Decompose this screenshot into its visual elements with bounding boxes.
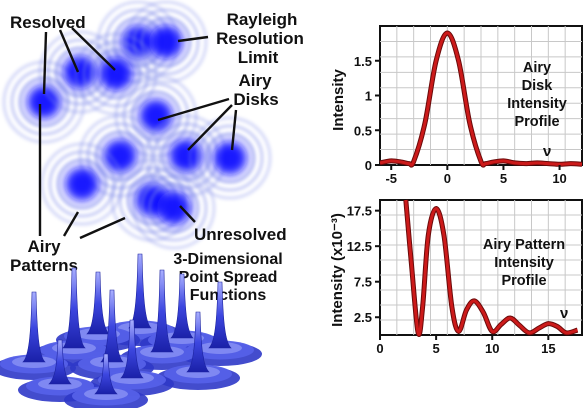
airy-ring <box>140 174 208 242</box>
diagram-labels: Resolved Rayleigh Resolution Limit Airy … <box>10 10 304 304</box>
chart2-y-ticks: 2.5 7.5 12.5 17.5 <box>347 204 380 325</box>
airy-disk-core <box>99 57 133 91</box>
airy-disk-core <box>157 191 191 225</box>
y-tick-label: 7.5 <box>354 275 372 290</box>
psf-peak <box>120 319 144 379</box>
chart1-grid <box>380 26 582 165</box>
psf-label-line3: Functions <box>190 287 267 304</box>
airy-disks-label-line2: Disks <box>233 90 278 109</box>
unresolved-label: Unresolved <box>194 225 287 244</box>
airy-ring <box>188 116 272 200</box>
chart1-nu-marker: ν <box>543 143 551 160</box>
y-tick-label: 0.5 <box>354 123 372 138</box>
y-tick-label: 1 <box>365 89 372 104</box>
x-tick-label: 10 <box>552 171 566 186</box>
airy-ring <box>132 8 200 76</box>
airy-disk-core <box>103 139 137 173</box>
psf-3d-field <box>0 253 262 408</box>
chart1-y-axis-label: Intensity <box>330 69 347 131</box>
airy-disk-field <box>2 0 272 250</box>
airy-disk-core <box>65 167 99 201</box>
airy-ring <box>86 122 154 190</box>
airy-ring <box>90 48 142 100</box>
y-tick-label: 12.5 <box>347 239 372 254</box>
airy-ring <box>40 142 124 226</box>
chart2-y-axis-label: Intensity (x10⁻³) <box>329 213 346 327</box>
airy-disk-profile-chart: -5 0 5 10 0 0.5 1 1.5 Intensity Airy Disk Inte… <box>330 25 583 186</box>
chart2-x-ticks: 0 5 10 15 <box>376 335 556 356</box>
airy-ring <box>132 166 216 250</box>
chart1-series <box>379 30 583 168</box>
chart2-nu-marker: ν <box>560 305 568 322</box>
rayleigh-label-line3: Limit <box>238 48 279 67</box>
airy-ring <box>148 182 200 234</box>
y-tick-label: 1.5 <box>354 54 372 69</box>
chart2-title-line3: Profile <box>501 273 546 289</box>
y-tick-label: 17.5 <box>347 204 372 219</box>
rayleigh-label-line1: Rayleigh <box>227 10 298 29</box>
chart2-title-line1: Airy Pattern <box>483 237 565 253</box>
chart1-x-ticks: -5 0 5 10 <box>385 165 567 186</box>
y-tick-label: 0 <box>365 158 372 173</box>
chart1-title-line1: Airy <box>523 60 551 76</box>
psf-label-line1: 3-Dimensional <box>173 251 282 268</box>
psf-peak <box>208 281 232 349</box>
psf-peak <box>100 289 124 363</box>
psf-peak <box>186 311 210 373</box>
airy-disk-core <box>149 25 183 59</box>
resolved-label: Resolved <box>10 13 86 32</box>
chart1-title-line4: Profile <box>514 114 559 130</box>
psf-peak <box>86 271 110 335</box>
x-tick-label: -5 <box>385 171 397 186</box>
chart1-title-line2: Disk <box>522 78 554 94</box>
airy-disk-core <box>27 85 61 119</box>
rayleigh-label-line2: Resolution <box>216 29 304 48</box>
psf-label-line2: Point Spread <box>179 269 278 286</box>
airy-ring <box>204 132 256 184</box>
x-tick-label: 15 <box>541 341 555 356</box>
series-line <box>379 31 583 167</box>
psf-peak <box>170 273 194 339</box>
airy-ring <box>56 158 108 210</box>
x-tick-label: 5 <box>432 341 439 356</box>
psf-peak <box>150 269 174 353</box>
psf-peak <box>62 267 86 349</box>
airy-disk-core <box>139 99 173 133</box>
airy-disk-core <box>213 141 247 175</box>
airy-patterns-label-line1: Airy <box>27 237 61 256</box>
airy-pattern-profile-chart: 0 5 10 15 2.57.512.517.5 Intensity (x10⁻³) … <box>329 199 583 356</box>
airy-disk-core <box>169 139 203 173</box>
psf-peak <box>22 291 46 363</box>
y-tick-label: 2.5 <box>354 310 372 325</box>
airy-disk-core <box>63 55 97 89</box>
psf-peak <box>128 253 152 329</box>
chart2-title-line2: Intensity <box>494 255 554 271</box>
airy-ring <box>196 124 264 192</box>
airy-disks-label-line1: Airy <box>238 71 272 90</box>
x-tick-label: 0 <box>376 341 383 356</box>
chart1-title-line3: Intensity <box>507 96 567 112</box>
psf-peak <box>94 353 118 395</box>
x-tick-label: 0 <box>444 171 451 186</box>
chart1-y-ticks: 0 0.5 1 1.5 <box>354 54 380 173</box>
pointer-lines <box>38 27 238 240</box>
airy-patterns-label-line2: Patterns <box>10 256 78 275</box>
x-tick-label: 10 <box>485 341 499 356</box>
chart2-series <box>403 199 579 337</box>
psf-peak <box>48 339 72 385</box>
x-tick-label: 5 <box>500 171 507 186</box>
series-line <box>404 199 578 336</box>
